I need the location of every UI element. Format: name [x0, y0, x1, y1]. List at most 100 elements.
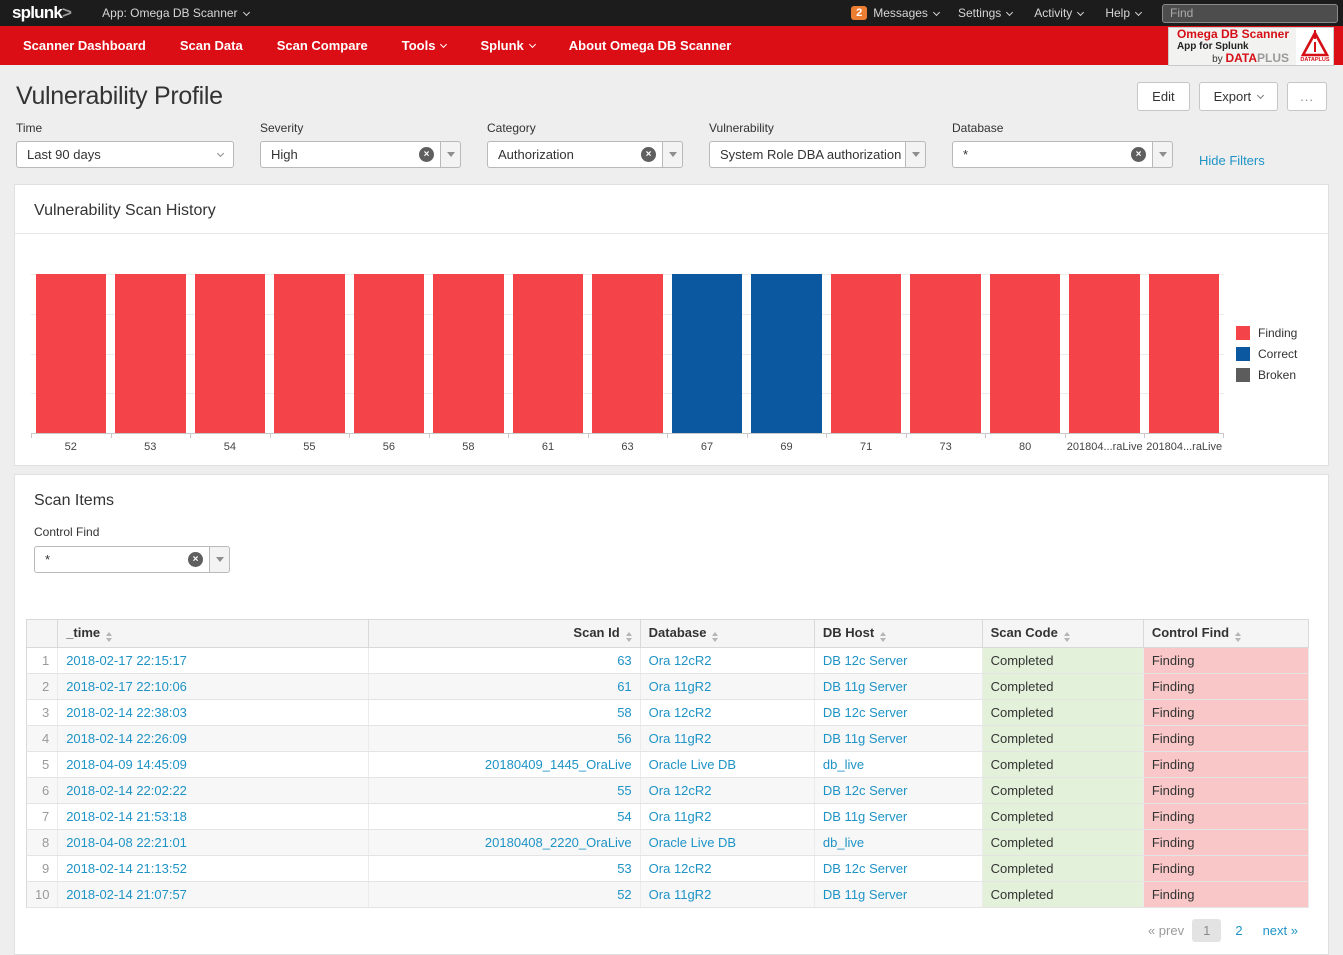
scan-id-link[interactable]: 20180409_1445_OraLive — [485, 757, 632, 772]
hide-filters-link[interactable]: Hide Filters — [1199, 153, 1265, 168]
nav-scanner-dashboard[interactable]: Scanner Dashboard — [6, 38, 163, 53]
page-1-current[interactable]: 1 — [1192, 919, 1221, 942]
time-link[interactable]: 2018-04-09 14:45:09 — [66, 757, 187, 772]
bar-67[interactable] — [667, 274, 747, 433]
nav-scan-data[interactable]: Scan Data — [163, 38, 260, 53]
database-link[interactable]: Ora 11gR2 — [649, 679, 712, 694]
severity-filter-input[interactable]: High — [260, 141, 441, 168]
category-filter-input[interactable]: Authorization — [487, 141, 663, 168]
db-host-column-header[interactable]: DB Host — [814, 620, 982, 648]
scan-id-link[interactable]: 55 — [617, 783, 631, 798]
legend-item-broken[interactable]: Broken — [1236, 368, 1320, 382]
nav-tools[interactable]: Tools — [385, 38, 464, 53]
db-host-link[interactable]: DB 12c Server — [823, 653, 908, 668]
database-link[interactable]: Ora 12cR2 — [649, 653, 712, 668]
scan-id-column-header[interactable]: Scan Id — [368, 620, 640, 648]
scan-id-link[interactable]: 20180408_2220_OraLive — [485, 835, 632, 850]
time-link[interactable]: 2018-02-14 21:07:57 — [66, 887, 187, 902]
messages-menu[interactable]: 2 Messages — [843, 6, 947, 20]
scan-id-link[interactable]: 52 — [617, 887, 631, 902]
db-host-link[interactable]: DB 11g Server — [823, 731, 907, 746]
sort-icon — [626, 632, 632, 642]
bar-53[interactable] — [111, 274, 191, 433]
bar-54[interactable] — [190, 274, 270, 433]
find-input[interactable] — [1162, 4, 1338, 23]
database-link[interactable]: Ora 11gR2 — [649, 887, 712, 902]
time-link[interactable]: 2018-02-14 21:13:52 — [66, 861, 187, 876]
edit-button[interactable]: Edit — [1137, 82, 1189, 111]
scan-id-link[interactable]: 53 — [617, 861, 631, 876]
db-host-link[interactable]: DB 12c Server — [823, 705, 908, 720]
scan-id-link[interactable]: 58 — [617, 705, 631, 720]
help-menu[interactable]: Help — [1094, 6, 1152, 20]
time-link[interactable]: 2018-04-08 22:21:01 — [66, 835, 187, 850]
severity-dropdown-button[interactable] — [441, 141, 461, 168]
bar-69[interactable] — [747, 274, 827, 433]
bar-58[interactable] — [429, 274, 509, 433]
scan-id-link[interactable]: 56 — [617, 731, 631, 746]
legend-item-correct[interactable]: Correct — [1236, 347, 1320, 361]
bar-56[interactable] — [349, 274, 429, 433]
export-button[interactable]: Export — [1199, 82, 1279, 111]
bar-55[interactable] — [270, 274, 350, 433]
nav-scan-compare[interactable]: Scan Compare — [260, 38, 385, 53]
bar-71[interactable] — [826, 274, 906, 433]
database-link[interactable]: Ora 12cR2 — [649, 861, 712, 876]
category-dropdown-button[interactable] — [663, 141, 683, 168]
time-link[interactable]: 2018-02-14 22:26:09 — [66, 731, 187, 746]
database-link[interactable]: Ora 12cR2 — [649, 783, 712, 798]
nav-splunk[interactable]: Splunk — [463, 38, 551, 53]
time-link[interactable]: 2018-02-14 22:38:03 — [66, 705, 187, 720]
activity-menu[interactable]: Activity — [1023, 6, 1094, 20]
time-link[interactable]: 2018-02-17 22:15:17 — [66, 653, 187, 668]
bar-63[interactable] — [588, 274, 668, 433]
time-link[interactable]: 2018-02-14 22:02:22 — [66, 783, 187, 798]
time-link[interactable]: 2018-02-17 22:10:06 — [66, 679, 187, 694]
clear-icon[interactable] — [1131, 147, 1146, 162]
vulnerability-filter-input[interactable]: System Role DBA authorization — [709, 141, 906, 168]
control-find-dropdown-button[interactable] — [210, 546, 230, 573]
control-find-input[interactable]: * — [34, 546, 210, 573]
app-menu[interactable]: App: Omega DB Scanner — [91, 6, 259, 20]
more-options-button[interactable]: ... — [1287, 82, 1327, 111]
clear-icon[interactable] — [188, 552, 203, 567]
db-host-link[interactable]: DB 11g Server — [823, 809, 907, 824]
bar-201804...raLive[interactable] — [1144, 274, 1224, 433]
database-link[interactable]: Ora 11gR2 — [649, 809, 712, 824]
bar-80[interactable] — [985, 274, 1065, 433]
time-filter-select[interactable]: Last 90 days — [16, 141, 234, 168]
settings-menu[interactable]: Settings — [947, 6, 1023, 20]
database-link[interactable]: Oracle Live DB — [649, 835, 736, 850]
database-link[interactable]: Ora 11gR2 — [649, 731, 712, 746]
scan-id-link[interactable]: 63 — [617, 653, 631, 668]
db-host-link[interactable]: db_live — [823, 757, 864, 772]
clear-icon[interactable] — [641, 147, 656, 162]
database-filter-input[interactable]: * — [952, 141, 1153, 168]
bar-61[interactable] — [508, 274, 588, 433]
database-link[interactable]: Ora 12cR2 — [649, 705, 712, 720]
clear-icon[interactable] — [419, 147, 434, 162]
next-page-link[interactable]: next » — [1257, 919, 1304, 942]
page-2-link[interactable]: 2 — [1229, 919, 1248, 942]
bar-201804...raLive[interactable] — [1065, 274, 1145, 433]
db-host-link[interactable]: DB 12c Server — [823, 861, 908, 876]
scan-id-link[interactable]: 54 — [617, 809, 631, 824]
database-link[interactable]: Oracle Live DB — [649, 757, 736, 772]
nav-about[interactable]: About Omega DB Scanner — [552, 38, 749, 53]
time-column-header[interactable]: _time — [58, 620, 369, 648]
control-find-column-header[interactable]: Control Find — [1143, 620, 1308, 648]
db-host-link[interactable]: DB 11g Server — [823, 679, 907, 694]
database-dropdown-button[interactable] — [1153, 141, 1173, 168]
vulnerability-filter-label: Vulnerability — [709, 121, 926, 135]
legend-item-finding[interactable]: Finding — [1236, 326, 1320, 340]
database-column-header[interactable]: Database — [640, 620, 814, 648]
time-link[interactable]: 2018-02-14 21:53:18 — [66, 809, 187, 824]
scan-id-link[interactable]: 61 — [617, 679, 631, 694]
db-host-link[interactable]: DB 12c Server — [823, 783, 908, 798]
db-host-link[interactable]: DB 11g Server — [823, 887, 907, 902]
bar-73[interactable] — [906, 274, 986, 433]
vulnerability-dropdown-button[interactable] — [906, 141, 926, 168]
bar-52[interactable] — [31, 274, 111, 433]
scan-code-column-header[interactable]: Scan Code — [982, 620, 1143, 648]
db-host-link[interactable]: db_live — [823, 835, 864, 850]
